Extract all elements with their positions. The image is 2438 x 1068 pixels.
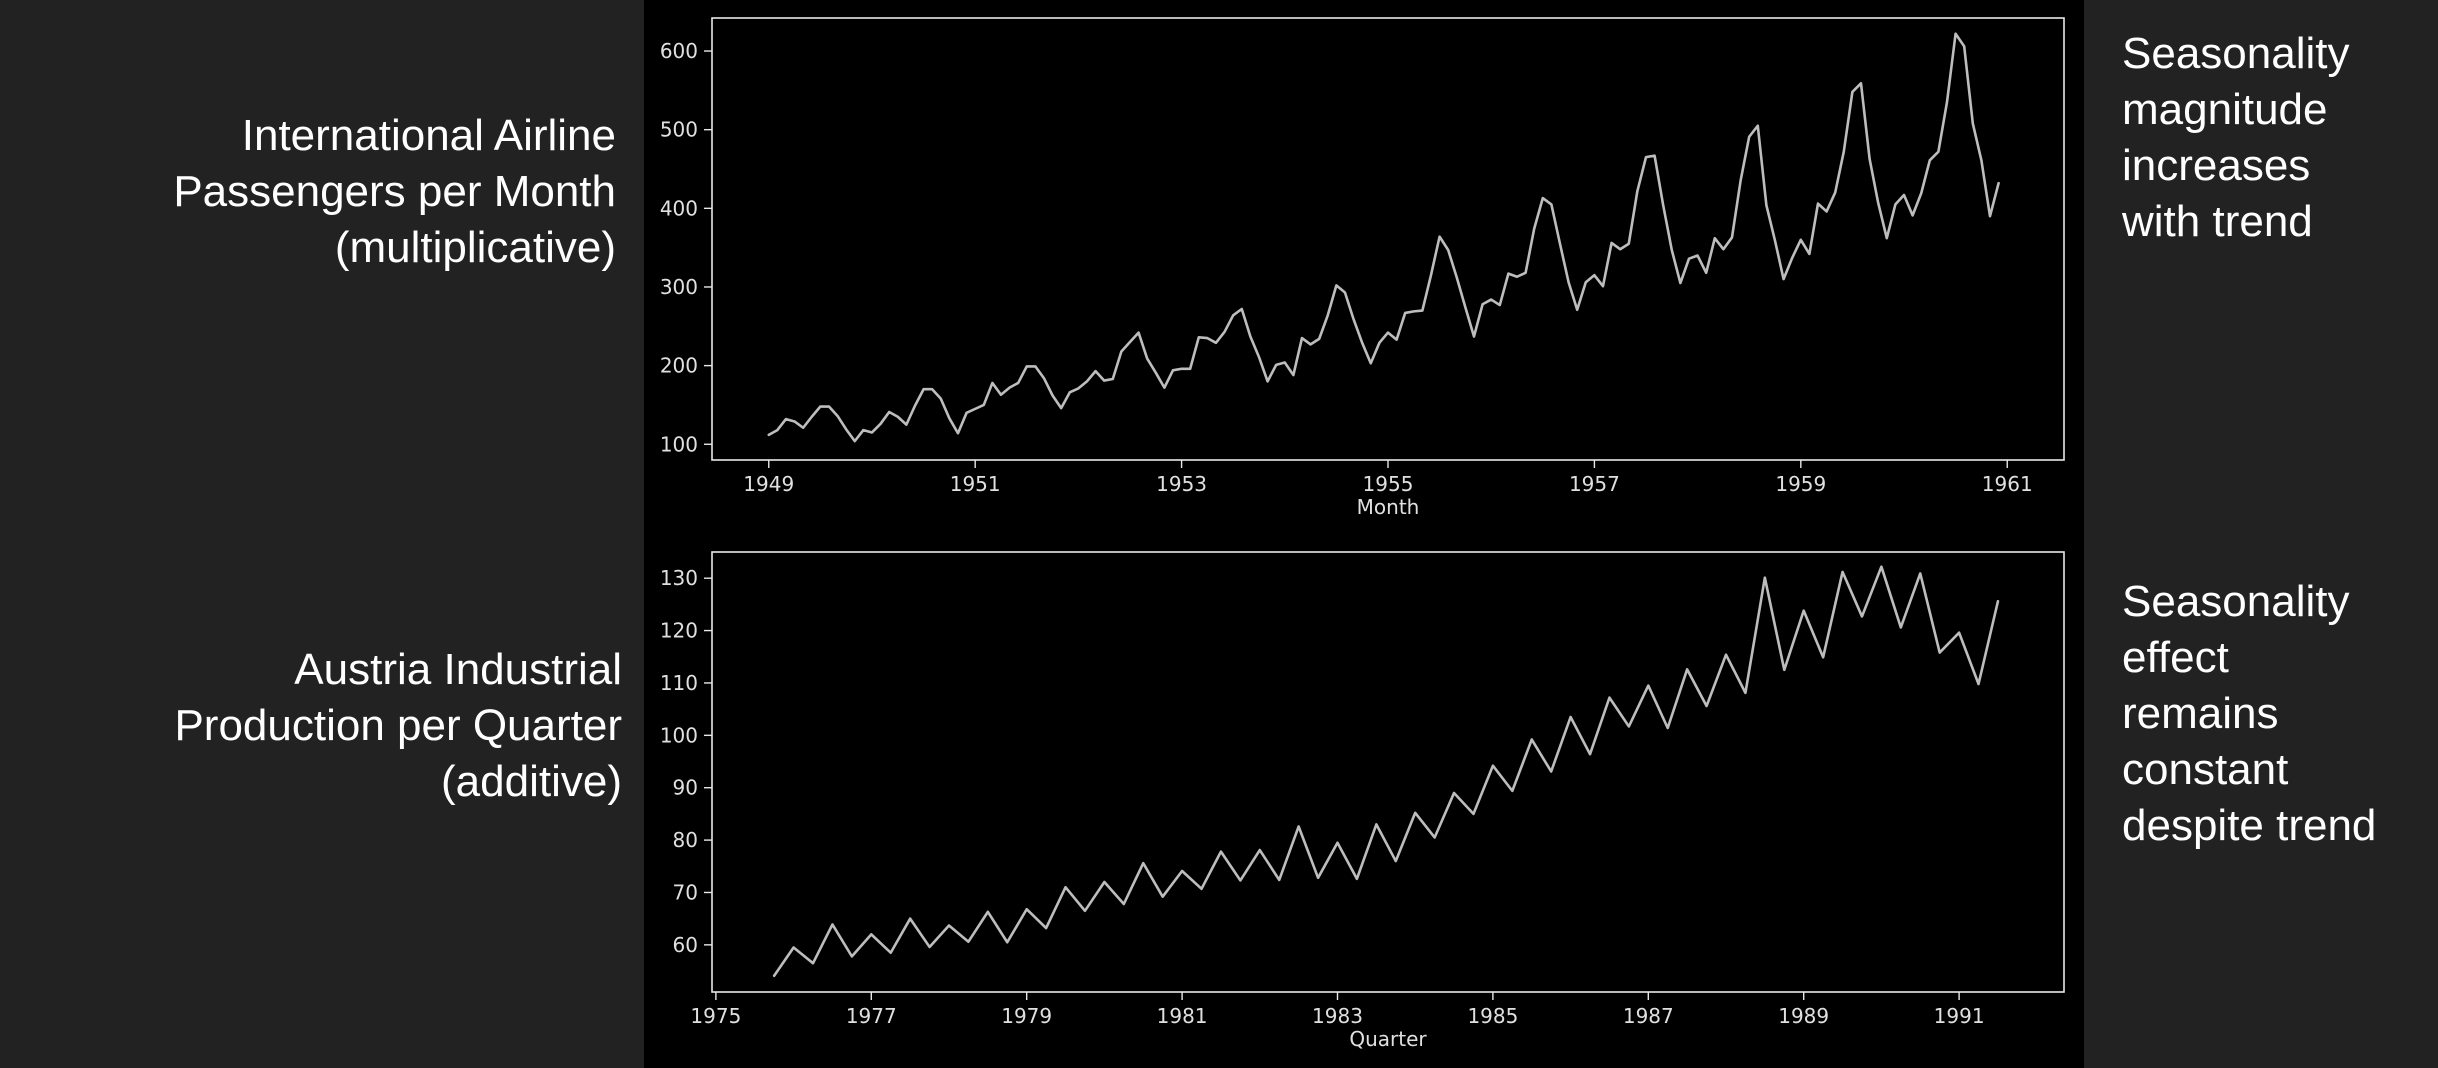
airline-chart-title: International Airline Passengers per Mon… [56,108,616,276]
austria-title-line-1: Austria Industrial [294,645,622,694]
austria-y-tick-label-110: 110 [660,671,698,695]
airline-note-line-3: increases [2122,141,2311,190]
austria-title-line-2: Production per Quarter [174,701,622,750]
austria-x-tick-label-1983: 1983 [1312,1004,1363,1028]
airline-x-tick-label-1949: 1949 [743,472,794,496]
austria-y-tick-label-100: 100 [660,723,698,747]
airline-x-tick-label-1955: 1955 [1363,472,1414,496]
charts-panel: 100 200 300 400 500 600 1949 1951 1953 1955 1957 19… [644,0,2084,1068]
airline-seasonality-note: Seasonality magnitude increases with tre… [2122,26,2432,250]
austria-y-tick-label-90: 90 [673,776,698,800]
austria-note-line-5: despite trend [2122,801,2377,850]
airline-x-tick-label-1959: 1959 [1775,472,1826,496]
airline-y-tick-label-300: 300 [660,275,698,299]
austria-x-axis-label: Quarter [1349,1027,1427,1051]
airline-y-tick-label-200: 200 [660,354,698,378]
airline-note-line-4: with trend [2122,197,2313,246]
austria-seasonality-note: Seasonality effect remains constant desp… [2122,574,2434,854]
austria-note-line-4: constant [2122,745,2289,794]
austria-note-line-2: effect [2122,633,2229,682]
austria-chart-title: Austria Industrial Production per Quarte… [62,642,622,810]
airline-y-tick-label-600: 600 [660,39,698,63]
airline-y-tick-label-500: 500 [660,118,698,142]
austria-series-line [772,565,2000,978]
austria-x-tick-label-1989: 1989 [1778,1004,1829,1028]
airline-series-line [767,32,2000,443]
airline-y-tick-label-400: 400 [660,196,698,220]
austria-y-tick-label-130: 130 [660,566,698,590]
airline-title-line-1: International Airline [241,111,616,160]
austria-x-tick-label-1985: 1985 [1467,1004,1518,1028]
austria-y-tick-label-70: 70 [673,880,698,904]
austria-y-tick-label-80: 80 [673,828,698,852]
airline-x-tick-label-1953: 1953 [1156,472,1207,496]
airline-title-line-3: (multiplicative) [334,223,616,272]
austria-note-line-1: Seasonality [2122,577,2350,626]
austria-x-tick-label-1975: 1975 [690,1004,741,1028]
airline-x-tick-label-1957: 1957 [1569,472,1620,496]
charts-svg: 100 200 300 400 500 600 1949 1951 1953 1955 1957 19… [660,17,2065,1051]
austria-x-tick-label-1977: 1977 [846,1004,897,1028]
austria-x-tick-label-1979: 1979 [1001,1004,1052,1028]
airline-note-line-2: magnitude [2122,85,2328,134]
airline-note-line-1: Seasonality [2122,29,2350,78]
austria-y-tick-label-120: 120 [660,619,698,643]
austria-title-line-3: (additive) [441,757,622,806]
austria-note-line-3: remains [2122,689,2279,738]
austria-x-tick-label-1987: 1987 [1623,1004,1674,1028]
austria-plot-frame [711,551,2065,993]
airline-y-tick-label-100: 100 [660,432,698,456]
airline-x-axis-label: Month [1357,495,1420,519]
austria-y-tick-label-60: 60 [673,933,698,957]
austria-x-tick-label-1981: 1981 [1157,1004,1208,1028]
airline-x-tick-label-1961: 1961 [1982,472,2033,496]
austria-x-tick-label-1991: 1991 [1934,1004,1985,1028]
airline-x-tick-label-1951: 1951 [950,472,1001,496]
airline-title-line-2: Passengers per Month [173,167,616,216]
